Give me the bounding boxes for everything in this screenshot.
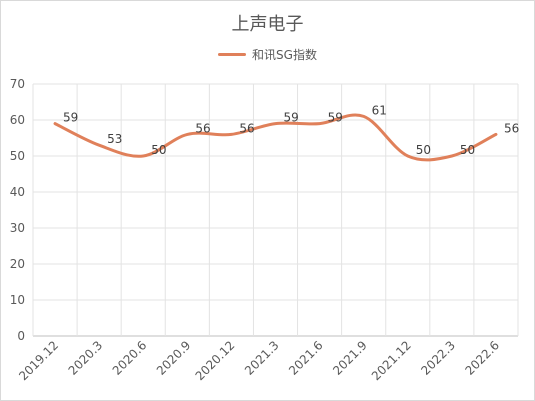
data-label: 56 [239,121,254,135]
x-tick-label: 2021.9 [330,338,370,378]
axis-layer: 0 10 20 30 40 50 60 70 2019.12 2020.3 2020.6 2020.9… [10,77,502,383]
data-point [362,114,366,118]
data-label: 56 [195,121,210,135]
data-point [229,132,233,136]
data-point [406,154,410,158]
data-label: 50 [460,143,475,157]
label-layer: 59 53 50 56 56 59 59 61 50 50 56 [63,103,519,157]
x-tick-label: 2022.6 [462,338,502,378]
legend: 和讯SG指数 [0,46,535,63]
y-tick-label: 40 [10,185,25,199]
x-tick-label: 2021.12 [369,338,414,383]
y-tick-label: 20 [10,257,25,271]
series-line [53,113,498,162]
data-point [494,132,498,136]
data-point [185,132,189,136]
y-tick-label: 70 [10,77,25,91]
grid-layer [32,83,519,337]
y-tick-label: 50 [10,149,25,163]
data-point [318,122,322,126]
chart-title: 上声电子 [231,14,304,35]
data-point [53,122,57,126]
x-tick-label: 2022.3 [418,338,458,378]
data-label: 50 [416,143,431,157]
x-tick-label: 2020.6 [110,338,150,378]
y-tick-label: 10 [10,293,25,307]
x-tick-label: 2019.12 [16,338,61,383]
data-label: 61 [372,103,387,117]
data-label: 59 [284,111,299,125]
data-point [450,154,454,158]
data-label: 56 [504,121,519,135]
x-tick-label: 2020.3 [66,338,106,378]
legend-label: 和讯SG指数 [252,48,317,62]
data-point [274,122,278,126]
y-tick-label: 60 [10,113,25,127]
x-tick-label: 2020.12 [193,338,238,383]
y-tick-label: 30 [10,221,25,235]
data-point [141,154,145,158]
x-tick-label: 2021.6 [286,338,326,378]
series-layer [53,113,498,162]
data-label: 53 [107,132,122,146]
x-tick-label: 2021.3 [242,338,282,378]
x-tick-label: 2020.9 [154,338,194,378]
data-label: 50 [151,143,166,157]
data-point [97,143,101,147]
legend-swatch [218,53,247,56]
data-label: 59 [63,111,78,125]
data-label: 59 [328,111,343,125]
y-tick-label: 0 [17,329,25,343]
